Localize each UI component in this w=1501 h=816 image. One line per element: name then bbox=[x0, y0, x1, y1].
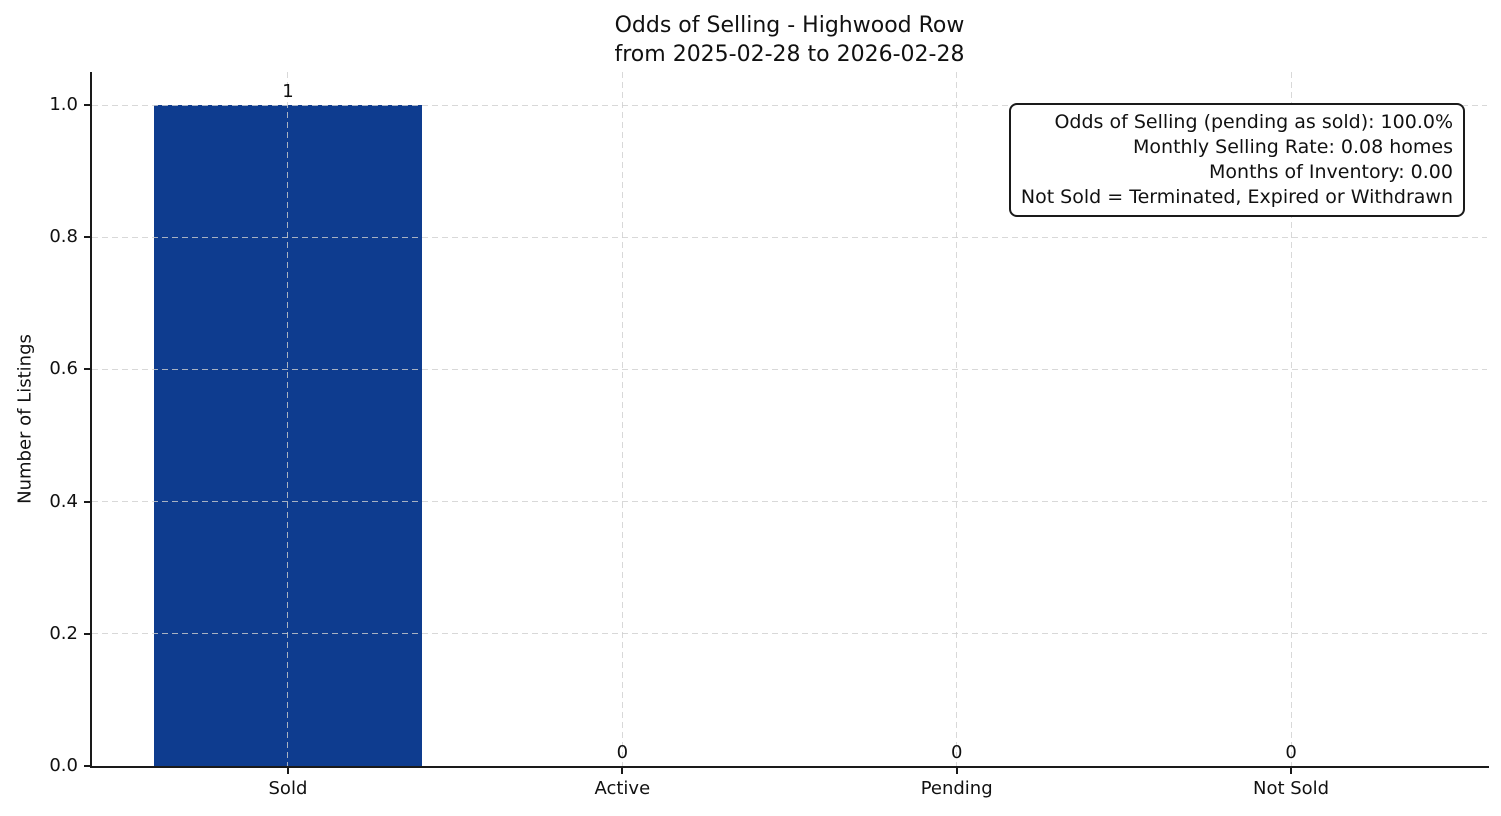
annotation-line: Odds of Selling (pending as sold): 100.0… bbox=[1054, 111, 1453, 133]
annotation-line: Not Sold = Terminated, Expired or Withdr… bbox=[1020, 186, 1453, 208]
y-tick-label: 0.2 bbox=[49, 622, 78, 644]
chart-title-block: Odds of Selling - Highwood Row from 2025… bbox=[92, 12, 1487, 69]
x-tick-mark bbox=[955, 766, 958, 774]
x-tick-label: Not Sold bbox=[1252, 778, 1330, 799]
y-tick-label: 0.8 bbox=[49, 226, 78, 248]
gridline-horizontal bbox=[92, 501, 1487, 503]
annotation-line: Months of Inventory: 0.00 bbox=[1209, 161, 1453, 183]
x-tick-label: Active bbox=[594, 778, 651, 799]
y-axis-spine bbox=[90, 72, 92, 768]
x-tick-mark bbox=[1290, 766, 1293, 774]
y-tick-mark bbox=[84, 236, 92, 239]
gridline-vertical bbox=[1290, 72, 1292, 766]
y-tick-mark bbox=[84, 765, 92, 767]
bar-value-label: 1 bbox=[282, 81, 294, 103]
gridline-horizontal bbox=[92, 633, 1487, 635]
x-axis-spine bbox=[90, 766, 1489, 768]
y-tick-mark bbox=[84, 632, 92, 635]
x-tick-mark bbox=[286, 766, 289, 774]
annotation-line: Monthly Selling Rate: 0.08 homes bbox=[1133, 136, 1453, 158]
bar-value-label: 0 bbox=[950, 742, 963, 763]
y-tick-mark bbox=[84, 104, 92, 107]
gridline-vertical bbox=[621, 72, 623, 766]
y-tick-label: 1.0 bbox=[49, 94, 78, 116]
bar-value-label: 0 bbox=[1285, 742, 1297, 763]
y-tick-label: 0.4 bbox=[49, 490, 78, 512]
x-tick-label: Pending bbox=[920, 778, 993, 799]
gridline-horizontal bbox=[92, 104, 1487, 106]
x-tick-label: Sold bbox=[268, 778, 308, 799]
gridline-horizontal bbox=[92, 368, 1487, 370]
gridline-vertical bbox=[956, 72, 958, 766]
chart-title: Odds of Selling - Highwood Row bbox=[614, 13, 965, 38]
y-tick-mark bbox=[84, 500, 92, 503]
y-tick-label: 0.6 bbox=[49, 358, 78, 380]
bar-value-label: 0 bbox=[616, 742, 629, 763]
y-tick-mark bbox=[84, 368, 92, 371]
gridline-vertical bbox=[287, 72, 289, 766]
annotation-box: Odds of Selling (pending as sold): 100.0… bbox=[1008, 103, 1465, 217]
gridline-horizontal bbox=[92, 236, 1487, 238]
x-tick-mark bbox=[621, 766, 624, 774]
y-tick-label: 0.0 bbox=[49, 755, 78, 776]
chart-subtitle: from 2025-02-28 to 2026-02-28 bbox=[614, 41, 965, 67]
